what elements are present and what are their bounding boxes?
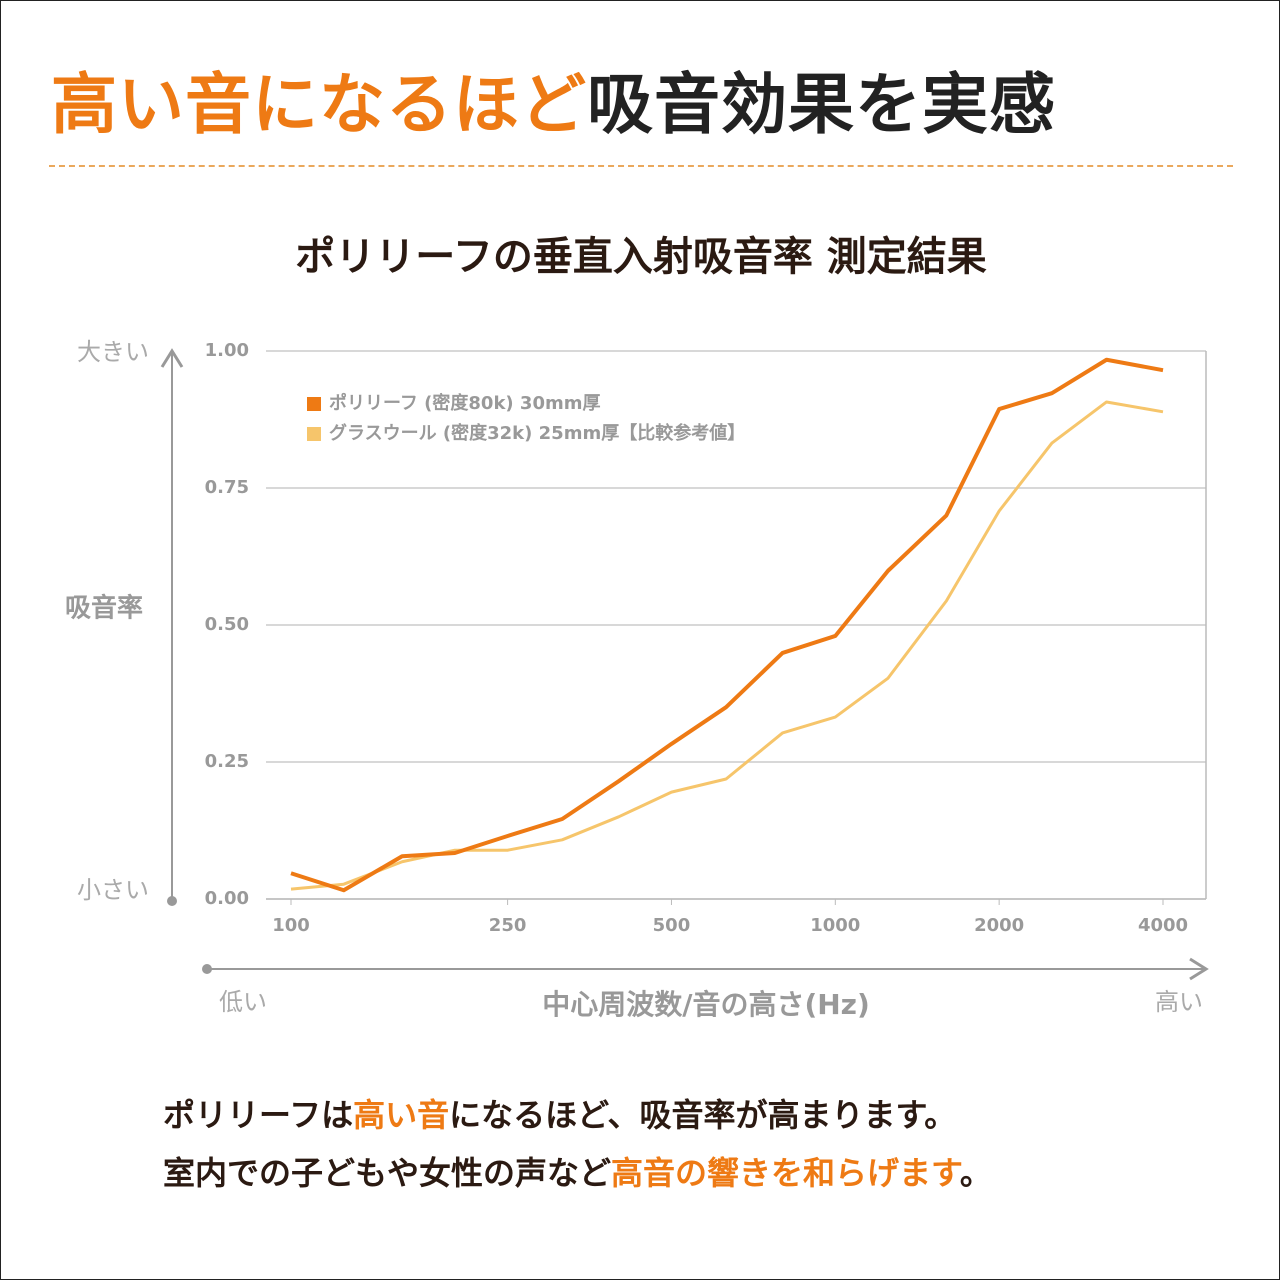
- title-rest: 吸音効果を実感: [587, 66, 1056, 143]
- y-axis-label: 吸音率: [65, 593, 143, 624]
- x-tick-label: 1000: [810, 915, 860, 936]
- chart: ポリリーフの垂直入射吸音率 測定結果 0.00 0.25 0.50 0.75 1.00 1…: [65, 234, 1209, 1021]
- x-high-label: 高い: [1155, 988, 1203, 1016]
- legend-label: ポリリーフ (密度80k) 30mm厚: [329, 392, 601, 414]
- x-arrow-dot: [202, 964, 212, 974]
- x-tick-label: 4000: [1138, 915, 1188, 936]
- x-axis-label: 中心周波数/音の高さ(Hz): [542, 988, 870, 1021]
- y-tick-label: 0.00: [205, 888, 249, 909]
- x-tick-label: 500: [653, 915, 691, 936]
- chart-title: ポリリーフの垂直入射吸音率 測定結果: [295, 234, 987, 280]
- y-high-label: 大きい: [77, 338, 149, 366]
- footer-line: ポリリーフは高い音になるほど、吸音率が高まります。: [163, 1086, 992, 1144]
- series-line: [290, 357, 1164, 893]
- footer-highlight: 高音の響きを和らげます: [611, 1154, 960, 1192]
- footer-text: になるほど、吸音率が高まります。: [449, 1096, 957, 1134]
- x-tick-label: 250: [489, 915, 527, 936]
- legend-label: グラスウール (密度32k) 25mm厚【比較参考値】: [329, 422, 745, 444]
- title-highlight: 高い音になるほど: [51, 66, 587, 143]
- legend-swatch: [307, 397, 321, 411]
- footer-line: 室内での子どもや女性の声など高音の響きを和らげます。: [163, 1144, 992, 1202]
- y-tick-label: 0.50: [205, 614, 249, 635]
- footer-text: 室内での子どもや女性の声など: [163, 1154, 612, 1192]
- y-tick-label: 0.75: [205, 477, 249, 498]
- footer: ポリリーフは高い音になるほど、吸音率が高まります。 室内での子どもや女性の声など高…: [163, 1086, 992, 1202]
- y-tick-label: 0.25: [205, 751, 249, 772]
- y-tick-label: 1.00: [205, 340, 249, 361]
- footer-text: ポリリーフは: [163, 1096, 354, 1134]
- footer-highlight: 高い音: [353, 1096, 450, 1134]
- x-tick-label: 2000: [974, 915, 1024, 936]
- x-tick-label: 100: [272, 915, 310, 936]
- divider: [49, 165, 1233, 167]
- footer-text: 。: [959, 1154, 992, 1192]
- y-low-label: 小さい: [77, 876, 149, 904]
- series-line: [290, 400, 1164, 891]
- legend-swatch: [307, 427, 321, 441]
- x-low-label: 低い: [219, 988, 267, 1016]
- y-arrow-dot: [167, 896, 177, 906]
- title: 高い音になるほど吸音効果を実感: [51, 51, 1056, 147]
